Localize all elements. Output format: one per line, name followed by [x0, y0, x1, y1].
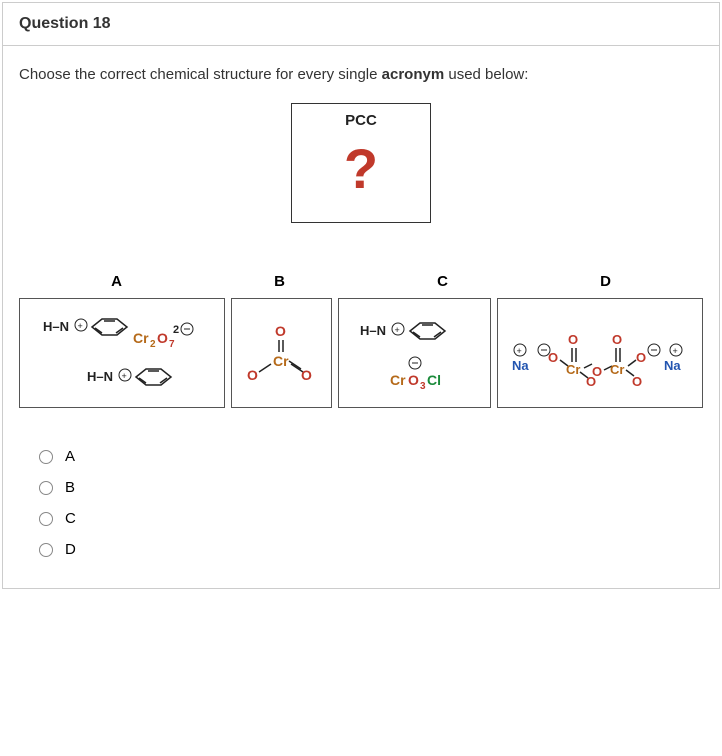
svg-text:H–N: H–N	[360, 323, 386, 338]
question-number: Question 18	[19, 15, 111, 32]
svg-text:O: O	[592, 364, 602, 379]
question-body: Choose the correct chemical structure fo…	[3, 46, 719, 588]
svg-text:2: 2	[150, 339, 156, 350]
structure-c: H–N + Cr O 3 Cl	[338, 298, 491, 408]
svg-text:+: +	[517, 346, 522, 356]
svg-text:7: 7	[169, 339, 175, 350]
structures-row: H–N + Cr 2 O 7 2 H–N	[19, 298, 703, 408]
svg-text:+: +	[121, 371, 126, 381]
svg-text:O: O	[568, 332, 578, 347]
prompt-post: used below:	[444, 66, 528, 83]
svg-text:O: O	[247, 367, 258, 383]
radio-icon	[39, 543, 53, 557]
svg-text:+: +	[77, 321, 82, 331]
structure-b-svg: O Cr O O	[241, 318, 321, 388]
svg-text:Na: Na	[512, 358, 529, 373]
structure-d-svg: + Na O Cr O O	[510, 318, 690, 388]
svg-text:Cr: Cr	[133, 330, 149, 346]
svg-text:Cr: Cr	[610, 362, 624, 377]
question-header: Question 18	[3, 3, 719, 46]
answer-label: A	[65, 448, 75, 465]
structure-a-svg: H–N + Cr 2 O 7 2 H–N	[37, 303, 207, 403]
svg-text:3: 3	[420, 381, 426, 392]
svg-text:O: O	[275, 323, 286, 339]
svg-text:O: O	[548, 350, 558, 365]
svg-text:2: 2	[173, 324, 179, 336]
svg-text:O: O	[612, 332, 622, 347]
svg-text:Cr: Cr	[273, 353, 289, 369]
svg-text:Cr: Cr	[390, 372, 406, 388]
acronym-box: PCC ?	[291, 103, 431, 223]
svg-text:O: O	[301, 367, 312, 383]
answer-option-b[interactable]: B	[39, 479, 703, 496]
acronym-label: PCC	[345, 112, 377, 129]
radio-icon	[39, 481, 53, 495]
question-prompt: Choose the correct chemical structure fo…	[19, 66, 703, 83]
structure-d: + Na O Cr O O	[497, 298, 703, 408]
option-header-b: B	[202, 273, 357, 290]
svg-text:O: O	[408, 372, 419, 388]
svg-text:O: O	[157, 330, 168, 346]
answer-label: C	[65, 510, 76, 527]
svg-text:+: +	[673, 346, 678, 356]
answer-label: B	[65, 479, 75, 496]
acronym-box-wrap: PCC ?	[19, 103, 703, 223]
question-mark-icon: ?	[344, 141, 378, 197]
question-container: Question 18 Choose the correct chemical …	[2, 2, 720, 589]
svg-text:Cl: Cl	[427, 372, 441, 388]
structure-b: O Cr O O	[231, 298, 332, 408]
svg-text:O: O	[632, 374, 642, 388]
answer-option-c[interactable]: C	[39, 510, 703, 527]
prompt-bold: acronym	[382, 66, 445, 83]
svg-text:Na: Na	[664, 358, 681, 373]
option-headers-row: A B C D	[19, 273, 703, 290]
option-header-c: C	[365, 273, 520, 290]
answer-label: D	[65, 541, 76, 558]
option-header-d: D	[528, 273, 683, 290]
option-header-a: A	[39, 273, 194, 290]
svg-text:H–N: H–N	[87, 369, 113, 384]
svg-text:+: +	[394, 325, 399, 335]
answer-options: A B C D	[19, 448, 703, 568]
structure-a: H–N + Cr 2 O 7 2 H–N	[19, 298, 225, 408]
structure-c-svg: H–N + Cr O 3 Cl	[350, 303, 480, 403]
svg-text:H–N: H–N	[43, 319, 69, 334]
svg-text:O: O	[636, 350, 646, 365]
answer-option-d[interactable]: D	[39, 541, 703, 558]
radio-icon	[39, 512, 53, 526]
prompt-pre: Choose the correct chemical structure fo…	[19, 66, 382, 83]
radio-icon	[39, 450, 53, 464]
answer-option-a[interactable]: A	[39, 448, 703, 465]
svg-text:Cr: Cr	[566, 362, 580, 377]
